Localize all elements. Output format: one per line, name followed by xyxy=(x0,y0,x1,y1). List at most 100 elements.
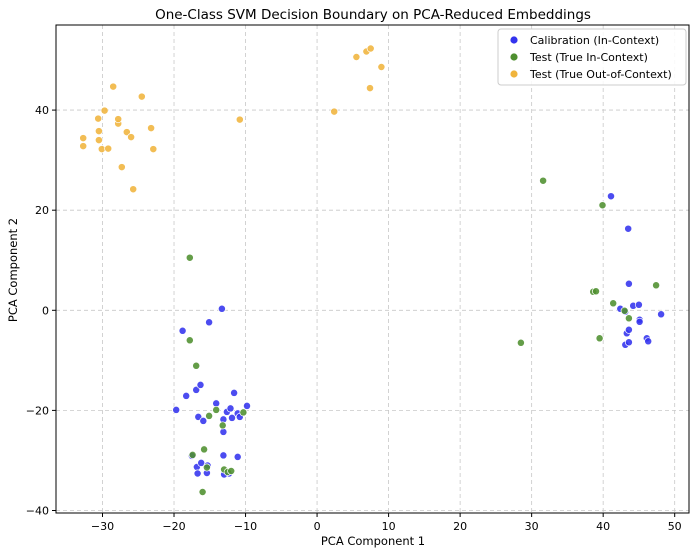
calibration-point xyxy=(243,401,251,410)
points-layer xyxy=(79,44,666,496)
calibration-point xyxy=(226,404,235,413)
test-out-of-context-point xyxy=(330,107,339,116)
test-in-context-point xyxy=(652,281,661,290)
x-axis-label: PCA Component 1 xyxy=(321,534,425,548)
calibration-point xyxy=(193,469,202,478)
calibration-point xyxy=(182,391,191,400)
legend-label-test-out-of-context: Test (True Out-of-Context) xyxy=(529,68,672,81)
test-out-of-context-point xyxy=(129,185,138,194)
test-out-of-context-point xyxy=(352,53,361,61)
legend-marker-test-out-of-context xyxy=(510,70,518,78)
test-out-of-context-point xyxy=(79,142,88,151)
test-in-context-point xyxy=(516,338,525,347)
y-tick-label: 20 xyxy=(35,204,49,217)
test-in-context-point xyxy=(212,405,221,414)
calibration-point xyxy=(178,326,187,335)
test-out-of-context-point xyxy=(127,133,136,142)
test-out-of-context-point xyxy=(377,63,386,71)
test-in-context-point xyxy=(598,201,607,210)
test-in-context-point xyxy=(218,421,227,430)
calibration-point xyxy=(624,338,633,347)
test-in-context-point xyxy=(595,334,604,343)
legend-label-calibration: Calibration (In-Context) xyxy=(530,34,659,47)
x-tick-label: −30 xyxy=(91,520,114,533)
ticks-layer: −30 −20 −10 0 10 20 30 40 50 −40 −20 0 20 40 xyxy=(26,104,682,533)
x-tick-label: 50 xyxy=(668,520,682,533)
calibration-point xyxy=(635,317,644,326)
test-out-of-context-point xyxy=(366,84,374,93)
test-in-context-point xyxy=(205,411,214,420)
legend-label-test-in-context: Test (True In-Context) xyxy=(529,51,648,64)
test-out-of-context-point xyxy=(100,106,109,115)
test-out-of-context-point xyxy=(149,145,158,154)
test-in-context-point xyxy=(620,306,629,315)
test-out-of-context-point xyxy=(117,163,126,172)
test-out-of-context-point xyxy=(94,114,103,123)
test-out-of-context-point xyxy=(79,134,88,143)
legend-box xyxy=(497,28,687,86)
test-out-of-context-point xyxy=(366,44,375,53)
x-tick-label: 30 xyxy=(525,520,539,533)
test-out-of-context-point xyxy=(94,127,103,136)
x-tick-label: 10 xyxy=(382,520,396,533)
calibration-point xyxy=(644,337,653,346)
grid-layer xyxy=(56,25,689,513)
x-tick-label: −20 xyxy=(162,520,185,533)
calibration-point xyxy=(624,279,633,288)
test-out-of-context-point xyxy=(104,144,113,153)
test-out-of-context-point xyxy=(235,115,244,124)
y-tick-label: −20 xyxy=(26,404,49,417)
legend-marker-calibration xyxy=(510,36,518,44)
test-in-context-point xyxy=(202,463,211,472)
calibration-point xyxy=(219,451,228,460)
calibration-point xyxy=(634,300,643,309)
test-in-context-point xyxy=(200,445,209,454)
test-in-context-point xyxy=(609,299,618,308)
test-in-context-point xyxy=(239,408,248,417)
legend-marker-test-in-context xyxy=(510,53,518,61)
x-tick-label: 0 xyxy=(314,520,321,533)
test-in-context-point xyxy=(185,336,194,345)
test-in-context-point xyxy=(188,450,197,459)
calibration-point xyxy=(192,385,201,394)
legend: Calibration (In-Context) Test (True In-C… xyxy=(497,28,687,86)
chart-title: One-Class SVM Decision Boundary on PCA-R… xyxy=(155,7,591,23)
test-in-context-point xyxy=(198,488,207,496)
test-in-context-point xyxy=(185,253,194,262)
test-out-of-context-point xyxy=(147,124,156,133)
test-in-context-point xyxy=(192,361,201,370)
calibration-point xyxy=(212,399,221,408)
x-tick-label: 40 xyxy=(596,520,610,533)
test-out-of-context-point xyxy=(122,128,131,137)
calibration-point xyxy=(624,325,633,334)
calibration-point xyxy=(217,304,226,313)
test-in-context-point xyxy=(592,287,600,296)
test-out-of-context-point xyxy=(94,136,103,145)
calibration-point xyxy=(607,192,615,201)
test-in-context-point xyxy=(539,176,548,185)
calibration-point xyxy=(199,416,208,425)
test-in-context-point xyxy=(624,314,633,323)
calibration-point xyxy=(233,452,242,461)
x-tick-label: 20 xyxy=(453,520,467,533)
calibration-point xyxy=(172,405,181,414)
x-tick-label: −10 xyxy=(234,520,257,533)
plot-frame xyxy=(55,24,690,514)
calibration-point xyxy=(624,224,633,233)
calibration-point xyxy=(230,388,239,397)
test-in-context-point xyxy=(227,467,236,475)
calibration-point xyxy=(205,318,214,327)
calibration-point xyxy=(196,380,205,389)
calibration-point xyxy=(657,310,666,319)
test-out-of-context-point xyxy=(137,92,146,101)
calibration-point xyxy=(228,413,236,422)
y-tick-label: 0 xyxy=(42,304,49,317)
test-out-of-context-point xyxy=(114,115,123,124)
y-tick-label: 40 xyxy=(35,104,49,117)
y-axis-label: PCA Component 2 xyxy=(6,218,20,322)
calibration-point xyxy=(219,427,228,436)
y-tick-label: −40 xyxy=(26,504,49,517)
test-out-of-context-point xyxy=(109,82,118,91)
